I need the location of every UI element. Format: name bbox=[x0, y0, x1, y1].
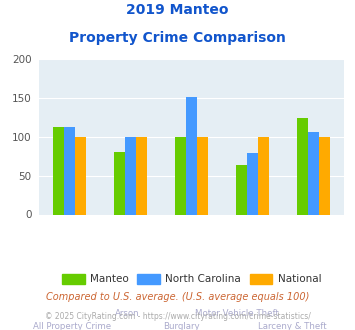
Bar bbox=[64, 127, 75, 214]
Bar bbox=[114, 152, 125, 214]
Bar bbox=[75, 137, 86, 214]
Text: Compared to U.S. average. (U.S. average equals 100): Compared to U.S. average. (U.S. average … bbox=[46, 292, 309, 302]
Bar bbox=[258, 137, 269, 214]
Text: 2019 Manteo: 2019 Manteo bbox=[126, 3, 229, 17]
Text: Property Crime Comparison: Property Crime Comparison bbox=[69, 31, 286, 45]
Bar bbox=[186, 97, 197, 214]
Text: Larceny & Theft: Larceny & Theft bbox=[258, 322, 327, 330]
Bar bbox=[125, 137, 136, 214]
Bar bbox=[308, 132, 320, 214]
Legend: Manteo, North Carolina, National: Manteo, North Carolina, National bbox=[58, 269, 326, 288]
Bar bbox=[320, 137, 331, 214]
Bar bbox=[236, 165, 247, 214]
Bar bbox=[247, 153, 258, 214]
Text: Burglary: Burglary bbox=[164, 322, 200, 330]
Bar bbox=[136, 137, 147, 214]
Text: Motor Vehicle Theft: Motor Vehicle Theft bbox=[195, 309, 279, 317]
Bar bbox=[297, 118, 308, 214]
Bar bbox=[197, 137, 208, 214]
Bar bbox=[53, 127, 64, 214]
Text: © 2025 CityRating.com - https://www.cityrating.com/crime-statistics/: © 2025 CityRating.com - https://www.city… bbox=[45, 312, 310, 321]
Text: Arson: Arson bbox=[115, 309, 139, 317]
Text: All Property Crime: All Property Crime bbox=[33, 322, 111, 330]
Bar bbox=[175, 137, 186, 214]
